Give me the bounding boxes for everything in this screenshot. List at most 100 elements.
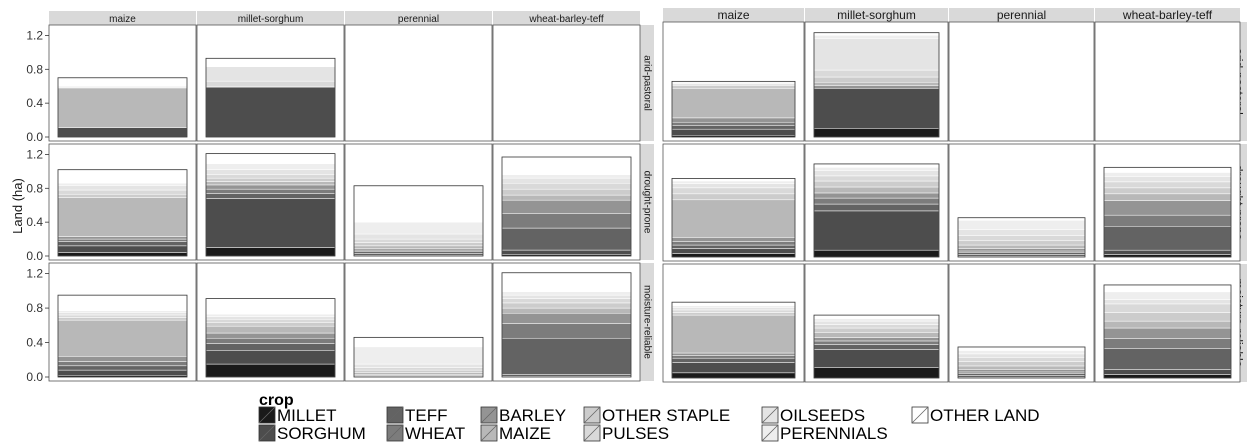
y-tick-label: 0.0 bbox=[26, 249, 43, 263]
bar-segment-wheat bbox=[957, 250, 1086, 253]
bar-segment-barley bbox=[57, 356, 188, 362]
legend-swatch-diagonal bbox=[761, 406, 779, 424]
bar-segment-sorghum bbox=[1103, 369, 1232, 375]
bar-segment-sorghum bbox=[57, 127, 188, 138]
column-strip-label: wheat-barley-teff bbox=[1122, 8, 1213, 22]
y-tick-label: 0.4 bbox=[26, 336, 43, 350]
y-tick-label: 0.8 bbox=[26, 62, 43, 76]
bar-segment-barley bbox=[813, 337, 940, 342]
bar-segment-perennials bbox=[671, 180, 796, 184]
bar-segment-other-land bbox=[205, 58, 336, 68]
row-strip-label: arid-pastoral bbox=[642, 55, 653, 111]
bar-segment-other-land bbox=[813, 314, 940, 319]
bar-segment-sorghum bbox=[205, 198, 336, 248]
bar-segment-pulses bbox=[813, 324, 940, 329]
bar-segment-other-staple bbox=[57, 193, 188, 198]
bar-segment-other-staple bbox=[353, 242, 484, 247]
legend-key-oilseeds: OILSEEDS bbox=[761, 406, 865, 425]
legend-swatch-diagonal bbox=[258, 406, 276, 424]
column-strip-maize bbox=[49, 11, 196, 25]
legend-label: PERENNIALS bbox=[780, 424, 888, 443]
bar-segment-other-land bbox=[671, 301, 796, 306]
legend-label: MILLET bbox=[277, 406, 337, 425]
legend-key-other-land: OTHER LAND bbox=[911, 406, 1040, 425]
bar-segment-teff bbox=[501, 337, 632, 375]
bar-segment-teff bbox=[205, 343, 336, 351]
bar-outline bbox=[1103, 284, 1232, 379]
bar-segment-pulses bbox=[1103, 181, 1232, 189]
legend-key-teff: TEFF bbox=[386, 406, 448, 425]
bar-segment-wheat bbox=[1103, 214, 1232, 227]
column-strip-label: millet-sorghum bbox=[238, 14, 304, 25]
bar-segment-wheat bbox=[205, 188, 336, 194]
column-strip-label: maize bbox=[717, 8, 749, 22]
bar-segment-teff bbox=[957, 373, 1086, 376]
bar-segment-other-land bbox=[1103, 167, 1232, 173]
bar-segment-sorghum bbox=[957, 254, 1086, 257]
bar-segment-perennials bbox=[813, 35, 940, 40]
bar-segment-millet bbox=[813, 249, 940, 258]
bar-segment-perennials bbox=[813, 318, 940, 322]
bar-segment-millet bbox=[671, 372, 796, 379]
bar-segment-teff bbox=[957, 252, 1086, 255]
bar-segment-other-land bbox=[501, 272, 632, 292]
bar-segment-wheat bbox=[957, 371, 1086, 374]
bar-segment-wheat bbox=[501, 323, 632, 339]
bar-segment-other-land bbox=[205, 153, 336, 165]
bar-segment-other-staple bbox=[813, 180, 940, 188]
panel-arid-pastoral-wheat-barley-teff bbox=[492, 24, 641, 142]
bar-segment-perennials bbox=[1103, 291, 1232, 300]
bar-outline bbox=[205, 298, 336, 378]
bar-outline bbox=[501, 272, 632, 378]
bar-outline bbox=[57, 77, 188, 138]
bar-segment-other-staple bbox=[501, 302, 632, 309]
bar-segment-other-staple bbox=[353, 369, 484, 373]
legend-label: BARLEY bbox=[499, 406, 566, 425]
row-strip-arid-pastoral bbox=[640, 25, 654, 141]
bar-segment-barley bbox=[501, 199, 632, 214]
bar-segment-maize bbox=[671, 88, 796, 119]
bar-segment-perennials bbox=[205, 163, 336, 170]
bar-segment-oilseeds bbox=[813, 170, 940, 177]
bar-segment-sorghum bbox=[353, 253, 484, 256]
bar-segment-other-land bbox=[353, 185, 484, 223]
bar-segment-other-land bbox=[813, 163, 940, 168]
bar-outline bbox=[957, 217, 1086, 258]
bar-segment-teff bbox=[671, 244, 796, 249]
bar-segment-pulses bbox=[813, 175, 940, 182]
bar-segment-oilseeds bbox=[1103, 176, 1232, 183]
panel-arid-pastoral-wheat-barley-teff bbox=[1094, 21, 1241, 142]
bar-outline bbox=[957, 346, 1086, 379]
legend-swatch-diagonal bbox=[761, 424, 779, 442]
bar-segment-perennials bbox=[813, 167, 940, 172]
bar-outline bbox=[57, 169, 188, 257]
bar-outline bbox=[57, 294, 188, 378]
bar-segment-oilseeds bbox=[205, 169, 336, 176]
bar-segment-barley bbox=[205, 332, 336, 339]
bar-outline bbox=[813, 163, 940, 258]
bar-segment-perennials bbox=[57, 182, 188, 187]
bar-outline bbox=[205, 153, 336, 257]
bar-segment-sorghum bbox=[671, 128, 796, 136]
legend-key-maize: MAIZE bbox=[480, 424, 551, 443]
bar-segment-teff bbox=[57, 365, 188, 371]
legend-label: WHEAT bbox=[405, 424, 465, 443]
bar-segment-millet bbox=[57, 252, 188, 257]
legend-key-wheat: WHEAT bbox=[386, 424, 465, 443]
bar-segment-barley bbox=[671, 117, 796, 123]
bar-segment-wheat bbox=[671, 355, 796, 359]
bar-segment-teff bbox=[205, 193, 336, 199]
bar-segment-wheat bbox=[353, 249, 484, 253]
bar-segment-wheat bbox=[57, 361, 188, 367]
bar-segment-maize bbox=[57, 319, 188, 357]
bar-segment-millet bbox=[1103, 374, 1232, 379]
legend-key-sorghum: SORGHUM bbox=[258, 424, 366, 443]
bar-segment-oilseeds bbox=[813, 38, 940, 71]
row-strip-drought-prone bbox=[640, 144, 654, 260]
bar-segment-teff bbox=[813, 203, 940, 212]
column-strip-label: maize bbox=[109, 14, 136, 25]
bar-segment-barley bbox=[671, 237, 796, 242]
bar-segment-maize bbox=[813, 81, 940, 86]
bar-segment-wheat bbox=[813, 340, 940, 345]
bar-segment-other-staple bbox=[205, 322, 336, 327]
